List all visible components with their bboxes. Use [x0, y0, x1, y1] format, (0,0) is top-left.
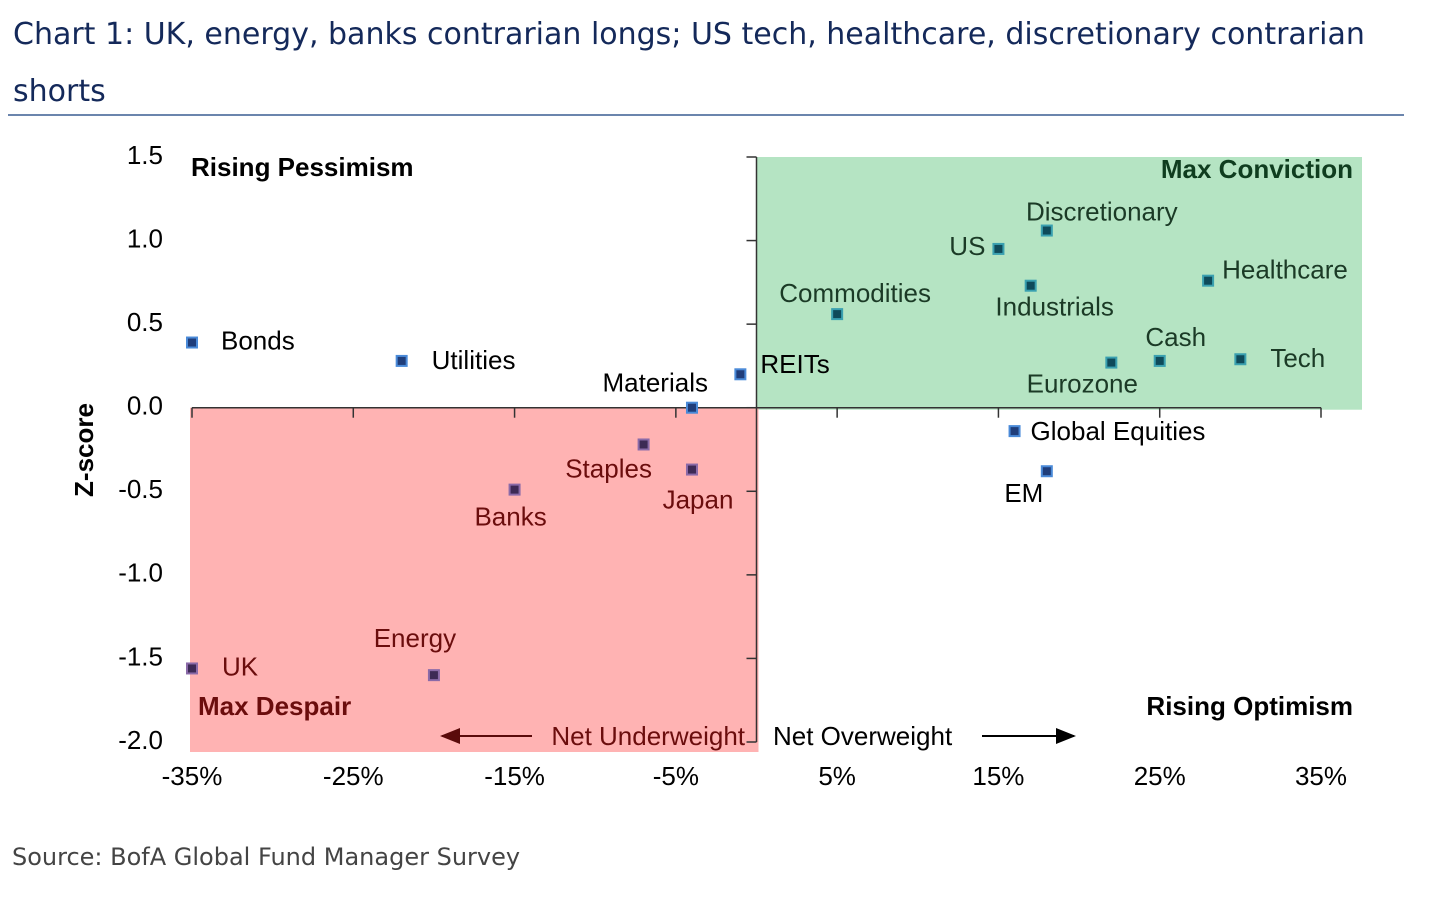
y-tick-label: 0.0: [127, 391, 163, 421]
y-tick-label: 1.0: [127, 223, 163, 253]
point-label: Bonds: [221, 325, 295, 355]
x-tick-label: -15%: [484, 761, 545, 791]
point-label: Cash: [1145, 322, 1206, 352]
y-tick-label: 0.5: [127, 307, 163, 337]
y-tick-label: -1.0: [118, 558, 163, 588]
point-label: Banks: [474, 501, 546, 531]
point: [1105, 356, 1118, 369]
x-tick-label: 15%: [972, 761, 1024, 791]
point-label: Utilities: [432, 345, 516, 375]
point: [508, 483, 521, 496]
x-tick-label: 35%: [1295, 761, 1347, 791]
quadrant-label: Rising Optimism: [1146, 691, 1353, 721]
y-tick-label: 1.5: [127, 140, 163, 170]
quadrant-red: [190, 407, 759, 752]
arrow-label: Net Underweight: [551, 721, 745, 751]
point-label: Japan: [663, 484, 734, 514]
point: [186, 662, 198, 675]
quadrant-label: Rising Pessimism: [191, 152, 414, 182]
x-tick-label: -35%: [162, 761, 223, 791]
x-tick-label: 5%: [818, 761, 856, 791]
quadrant-label: Max Despair: [198, 691, 351, 721]
point-label: US: [949, 231, 985, 261]
x-tick-label: 25%: [1134, 761, 1186, 791]
point: [685, 463, 698, 476]
quadrant-green: [756, 157, 1362, 410]
y-tick-label: -1.5: [118, 641, 163, 671]
point: [395, 354, 408, 367]
point: [186, 336, 198, 349]
point-label: Eurozone: [1027, 368, 1138, 398]
point: [1008, 425, 1021, 438]
point: [831, 308, 844, 321]
point-label: REITs: [760, 349, 829, 379]
point: [1024, 279, 1037, 292]
point: [1040, 224, 1053, 237]
x-tick-label: -5%: [653, 761, 699, 791]
chart: 1.5 1.0 0.5 0.0 -0.5 -1.0 -1.5 -2.0 -35% -25% -15%…: [69, 140, 1362, 791]
point-label: Tech: [1270, 343, 1325, 373]
point-label: Materials: [603, 368, 708, 398]
point: [992, 242, 1005, 255]
point: [734, 368, 747, 381]
y-tick-label: -0.5: [118, 474, 163, 504]
point-label: Energy: [374, 623, 456, 653]
point-label: EM: [1004, 478, 1043, 508]
quadrant-label: Max Conviction: [1161, 154, 1353, 184]
point-label: UK: [222, 651, 259, 681]
point-label: Healthcare: [1222, 255, 1348, 285]
point: [685, 401, 698, 414]
point: [637, 438, 650, 451]
point: [427, 669, 440, 682]
point-label: Commodities: [779, 278, 931, 308]
x-tick-label: -25%: [323, 761, 384, 791]
y-axis-label: Z-score: [69, 403, 99, 497]
title: Chart 1: UK, energy, banks contrarian lo…: [13, 17, 1365, 109]
point-label: Global Equities: [1031, 416, 1206, 446]
arrow-label: Net Overweight: [773, 721, 953, 751]
point: [1153, 354, 1166, 367]
source: Source: BofA Global Fund Manager Survey: [12, 843, 521, 871]
y-tick-label: -2.0: [118, 725, 163, 755]
point-label: Discretionary: [1026, 196, 1178, 226]
point: [1202, 274, 1215, 287]
point-label: Staples: [565, 453, 652, 483]
title-rule: [8, 114, 1404, 116]
point: [1234, 353, 1247, 366]
point: [1040, 465, 1053, 478]
point-label: Industrials: [995, 292, 1114, 322]
